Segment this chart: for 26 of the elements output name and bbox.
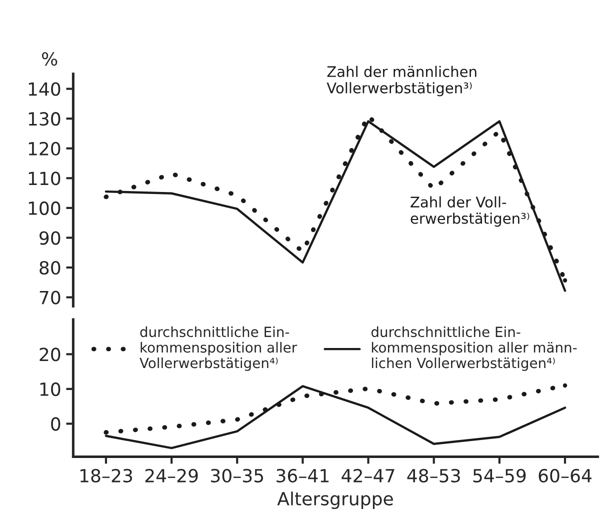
y-axis-title: % bbox=[42, 52, 58, 66]
legend-label: durchschnittliche Ein- kommensposition aller männ- lichen Vollerwerbstätigen⁴⁾ bbox=[371, 326, 577, 371]
x-tick-label: 42–47 bbox=[342, 468, 394, 482]
x-tick-label: 30–35 bbox=[211, 468, 264, 482]
x-tick-label: 24–29 bbox=[145, 468, 198, 482]
y-tick-label: 20 bbox=[40, 348, 60, 362]
y-tick-label: 110 bbox=[28, 172, 60, 186]
y-tick-label: 140 bbox=[28, 82, 60, 96]
x-tick-label: 54–59 bbox=[473, 468, 526, 482]
x-axis-title: Altersgruppe bbox=[277, 492, 393, 510]
y-tick-label: 10 bbox=[40, 382, 60, 396]
text: Zahl der männlichen Vollerwerbstätigen³⁾ bbox=[326, 66, 476, 96]
y-tick-label: 130 bbox=[28, 112, 60, 126]
x-tick-label: 36–41 bbox=[276, 468, 329, 482]
line-series bbox=[104, 385, 566, 450]
y-tick-label: 80 bbox=[40, 260, 60, 275]
y-tick-label: 0 bbox=[51, 417, 60, 431]
y-tick-label: 120 bbox=[28, 142, 60, 156]
legend-label: durchschnittliche Ein- kommensposition aller Vollerwerbstätigen⁴⁾ bbox=[140, 326, 298, 371]
x-tick-label: 48–53 bbox=[407, 468, 460, 482]
series-label: Zahl der Voll- erwerbstätigen³⁾ bbox=[410, 196, 530, 227]
y-tick-label: 90 bbox=[40, 231, 60, 245]
x-tick-label: 18–23 bbox=[80, 468, 132, 482]
y-tick-label: 100 bbox=[28, 201, 60, 216]
x-tick-label: 60–64 bbox=[538, 468, 592, 482]
y-tick-label: 70 bbox=[40, 290, 60, 304]
